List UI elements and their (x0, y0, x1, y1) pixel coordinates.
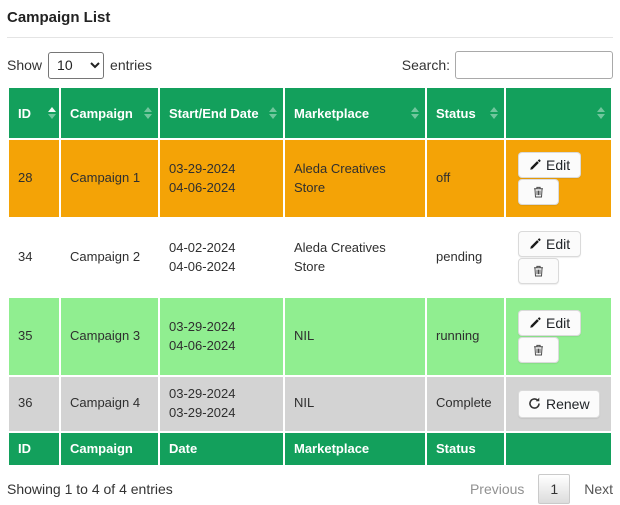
start-date: 03-29-2024 (169, 318, 236, 334)
cell-marketplace: Aleda Creatives Store (285, 140, 425, 217)
edit-button[interactable]: Edit (518, 231, 582, 257)
column-header-label: Status (436, 105, 476, 121)
end-date: 03-29-2024 (169, 404, 236, 420)
column-header-date[interactable]: Start/End Date (160, 88, 283, 138)
search-input[interactable] (455, 51, 613, 79)
cell-status: running (427, 298, 504, 375)
entries-label: entries (110, 57, 153, 73)
edit-button-label: Edit (546, 315, 571, 331)
renew-button-label: Renew (546, 395, 590, 412)
cell-date: 03-29-2024 03-29-2024 (160, 377, 283, 431)
entries-info: Showing 1 to 4 of 4 entries (7, 480, 173, 497)
edit-button-label: Edit (546, 157, 571, 173)
search-label: Search: (401, 57, 450, 73)
pagination: Previous 1 Next (469, 473, 613, 504)
table-summary: Showing 1 to 4 of 4 entries Previous 1 N… (7, 473, 613, 504)
table-body: 28 Campaign 1 03-29-2024 04-06-2024 Aled… (9, 140, 611, 431)
trash-icon (534, 344, 543, 356)
table-controls: Show 10 entries Search: (7, 51, 613, 79)
cell-id: 35 (9, 298, 59, 375)
end-date: 04-06-2024 (169, 337, 236, 353)
column-header-status[interactable]: Status (427, 88, 504, 138)
cell-id: 34 (9, 219, 59, 296)
cell-campaign: Campaign 4 (61, 377, 158, 431)
sort-both-icon (411, 107, 419, 119)
cell-campaign: Campaign 1 (61, 140, 158, 217)
pencil-icon (530, 317, 541, 328)
footer-header-marketplace: Marketplace (285, 432, 425, 465)
column-header-id[interactable]: ID (9, 88, 59, 138)
footer-header-date: Date (160, 432, 283, 465)
cell-actions: Renew (506, 377, 611, 431)
cell-actions: Edit (506, 219, 611, 296)
delete-button[interactable] (518, 337, 559, 363)
table-row: 35 Campaign 3 03-29-2024 04-06-2024 NIL … (9, 298, 611, 375)
edit-button[interactable]: Edit (518, 310, 582, 336)
cell-date: 03-29-2024 04-06-2024 (160, 140, 283, 217)
footer-header-status: Status (427, 432, 504, 465)
cell-actions: Edit (506, 140, 611, 217)
start-date: 04-02-2024 (169, 239, 236, 255)
divider (7, 37, 613, 38)
footer-header-campaign: Campaign (61, 432, 158, 465)
footer-header-actions (506, 432, 611, 465)
page-length-select[interactable]: 10 (48, 51, 105, 79)
end-date: 04-06-2024 (169, 258, 236, 274)
cell-date: 04-02-2024 04-06-2024 (160, 219, 283, 296)
column-header-label: Campaign (70, 105, 133, 121)
start-date: 03-29-2024 (169, 386, 236, 401)
column-header-marketplace[interactable]: Marketplace (285, 88, 425, 138)
edit-button-label: Edit (546, 236, 571, 252)
column-header-label: Start/End Date (169, 105, 259, 121)
table-footer: ID Campaign Date Marketplace Status (9, 432, 611, 465)
trash-icon (534, 265, 543, 277)
table-row: 36 Campaign 4 03-29-2024 03-29-2024 NIL … (9, 377, 611, 431)
cell-actions: Edit (506, 298, 611, 375)
table-row: 34 Campaign 2 04-02-2024 04-06-2024 Aled… (9, 219, 611, 296)
delete-button[interactable] (518, 179, 559, 205)
pencil-icon (530, 159, 541, 170)
campaign-table: ID Campaign Start/End Date Marketplace S… (7, 86, 613, 467)
edit-button[interactable]: Edit (518, 152, 582, 178)
table-row: 28 Campaign 1 03-29-2024 04-06-2024 Aled… (9, 140, 611, 217)
page-length-control: Show 10 entries (7, 51, 153, 79)
cell-status: Complete (427, 377, 504, 431)
footer-header-row: ID Campaign Date Marketplace Status (9, 432, 611, 465)
cell-status: off (427, 140, 504, 217)
cell-marketplace: NIL (285, 377, 425, 431)
cell-marketplace: Aleda Creatives Store (285, 219, 425, 296)
table-header: ID Campaign Start/End Date Marketplace S… (9, 88, 611, 138)
cell-campaign: Campaign 3 (61, 298, 158, 375)
sort-asc-icon (48, 107, 56, 119)
page-title: Campaign List (7, 9, 111, 26)
column-header-label: ID (18, 105, 31, 121)
sort-both-icon (269, 107, 277, 119)
header-row: ID Campaign Start/End Date Marketplace S… (9, 88, 611, 138)
column-header-actions[interactable] (506, 88, 611, 138)
refresh-icon (529, 397, 540, 410)
sort-both-icon (490, 107, 498, 119)
end-date: 04-06-2024 (169, 179, 236, 195)
cell-id: 28 (9, 140, 59, 217)
renew-button[interactable]: Renew (518, 389, 600, 418)
pagination-previous-button[interactable]: Previous (469, 480, 525, 497)
show-label: Show (7, 57, 43, 73)
trash-icon (534, 186, 543, 198)
pagination-next-button[interactable]: Next (584, 480, 613, 497)
sort-both-icon (144, 107, 152, 119)
cell-id: 36 (9, 377, 59, 431)
cell-marketplace: NIL (285, 298, 425, 375)
cell-status: pending (427, 219, 504, 296)
start-date: 03-29-2024 (169, 160, 236, 176)
sort-both-icon (597, 107, 605, 119)
pencil-icon (530, 238, 541, 249)
column-header-label: Marketplace (294, 105, 370, 121)
column-header-campaign[interactable]: Campaign (61, 88, 158, 138)
cell-date: 03-29-2024 04-06-2024 (160, 298, 283, 375)
cell-campaign: Campaign 2 (61, 219, 158, 296)
search-control: Search: (402, 51, 613, 79)
pagination-page-1-button[interactable]: 1 (538, 473, 571, 504)
delete-button[interactable] (518, 258, 559, 284)
footer-header-id: ID (9, 432, 59, 465)
